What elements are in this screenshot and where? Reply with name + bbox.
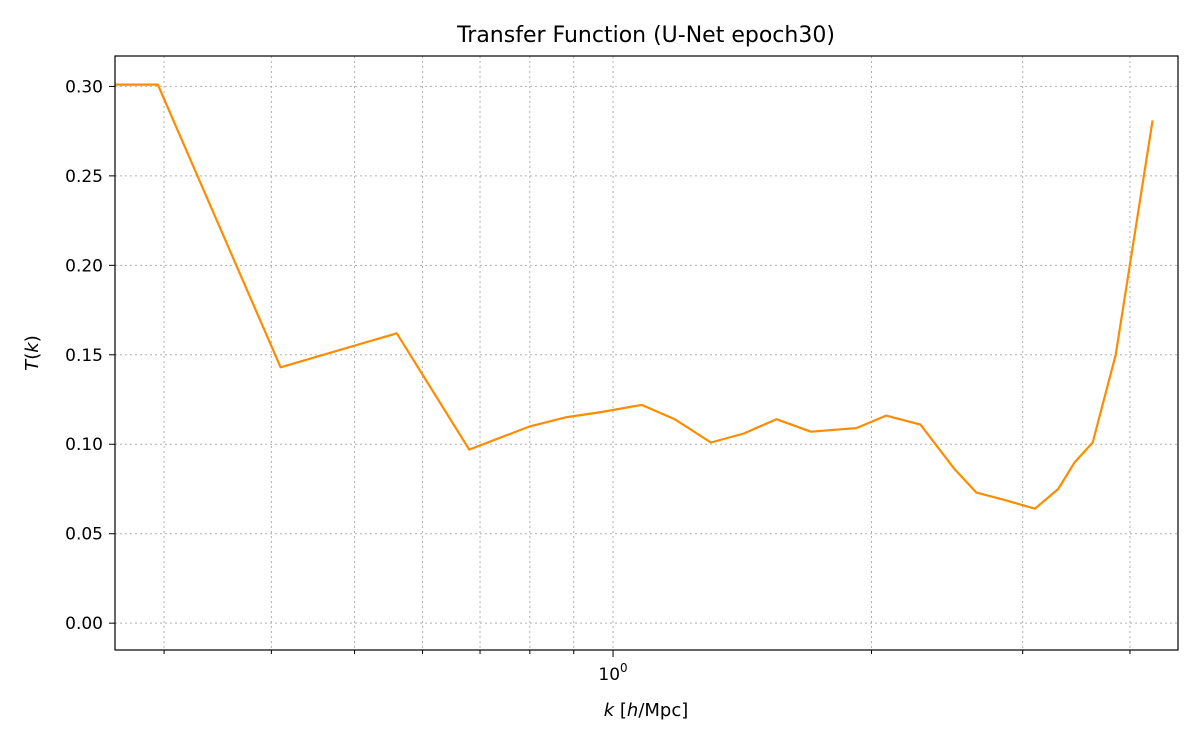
- y-tick-label: 0.05: [65, 525, 103, 545]
- x-axis-ticks: 100: [163, 650, 1131, 685]
- chart-title: Transfer Function (U-Net epoch30): [456, 23, 835, 48]
- y-tick-label: 0.00: [65, 614, 103, 634]
- y-tick-label: 0.10: [65, 435, 103, 455]
- y-axis-ticks: 0.00 0.05 0.10 0.15 0.20 0.25 0.30: [65, 77, 115, 634]
- y-tick-label: 0.20: [65, 256, 103, 276]
- y-axis-label: T(k): [22, 335, 43, 371]
- series-layer: [115, 83, 1154, 510]
- plot-frame: [114, 55, 1179, 651]
- x-tick-label: 100: [598, 661, 627, 685]
- y-tick-label: 0.25: [65, 167, 103, 187]
- grid-lines: [115, 56, 1178, 650]
- y-tick-label: 0.15: [65, 346, 103, 366]
- series-line: [115, 83, 1154, 510]
- y-tick-label: 0.30: [65, 77, 103, 97]
- x-axis-label: k [h/Mpc]: [604, 700, 689, 721]
